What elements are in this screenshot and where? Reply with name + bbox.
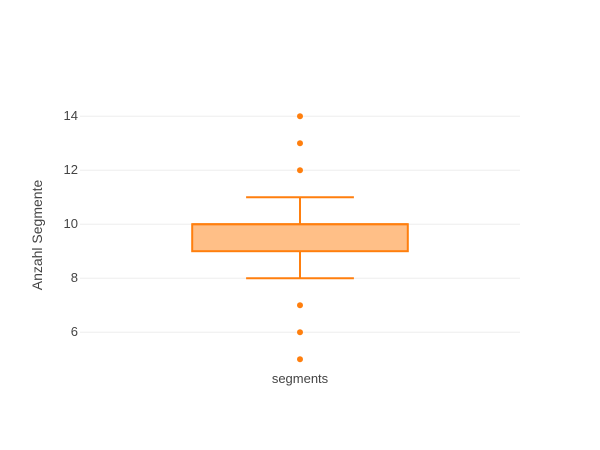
- y-tick-label: 6: [71, 324, 78, 339]
- y-tick-label: 10: [64, 216, 78, 231]
- y-tick-label: 12: [64, 162, 78, 177]
- y-tick-label: 14: [64, 108, 78, 123]
- box-iqr: [191, 223, 409, 253]
- outlier-point: [297, 329, 303, 336]
- y-tick-label: 8: [71, 270, 78, 285]
- outlier-point: [297, 140, 303, 147]
- y-axis-ticks: 6 8 10 12 14: [64, 108, 78, 339]
- outlier-point: [297, 167, 303, 174]
- outlier-point: [297, 356, 303, 363]
- x-axis-ticks: segments: [272, 371, 329, 386]
- y-axis-title: Anzahl Segmente: [29, 180, 45, 291]
- outlier-point: [297, 302, 303, 309]
- outlier-point: [297, 113, 303, 120]
- box-trace: [191, 113, 409, 363]
- x-tick-label: segments: [272, 371, 329, 386]
